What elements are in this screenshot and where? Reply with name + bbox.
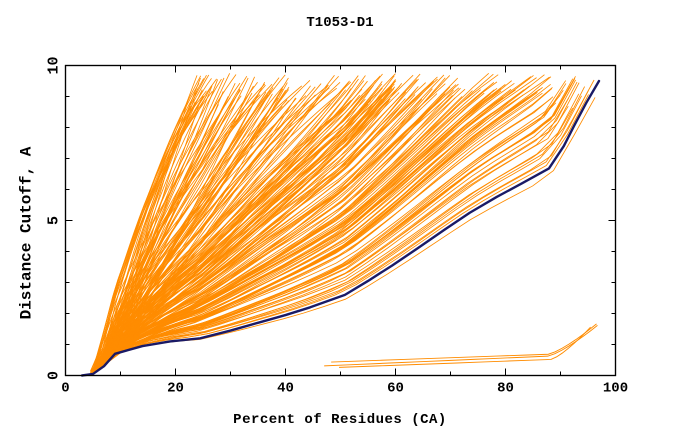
svg-text:40: 40 <box>277 381 294 397</box>
svg-text:0: 0 <box>61 381 69 397</box>
svg-text:60: 60 <box>387 381 404 397</box>
svg-text:20: 20 <box>167 381 184 397</box>
svg-text:80: 80 <box>497 381 514 397</box>
svg-text:5: 5 <box>45 216 62 225</box>
svg-text:0: 0 <box>45 371 62 380</box>
svg-text:10: 10 <box>45 56 62 74</box>
svg-text:100: 100 <box>603 381 628 397</box>
